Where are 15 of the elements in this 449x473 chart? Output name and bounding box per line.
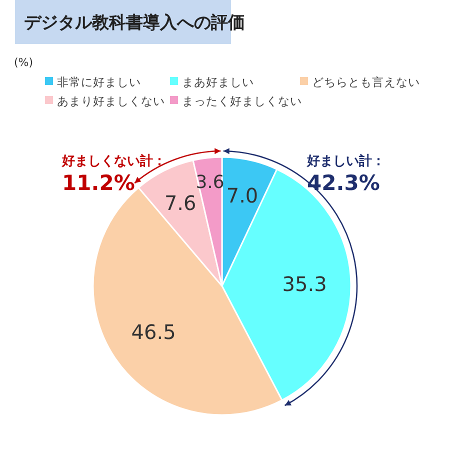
data-label: 35.3 (282, 272, 327, 296)
text: 好ましい計： (306, 153, 385, 169)
legend-item: あまり好ましくない (45, 94, 165, 108)
data-label: 46.5 (131, 320, 176, 344)
data-label: 7.6 (164, 190, 196, 215)
text: 好ましくない計： (61, 153, 166, 169)
legend-item: まあ好ましい (170, 75, 254, 89)
text: 11.2% (62, 171, 135, 195)
title: デジタル教科書導入への評価 (24, 13, 245, 33)
data-label: 7.0 (226, 183, 258, 208)
legend-item: まったく好ましくない (170, 94, 302, 108)
text: 42.3% (307, 171, 380, 195)
legend-item: どちらとも言えない (300, 75, 420, 89)
legend-item: 非常に好ましい (45, 75, 141, 89)
text: (%) (14, 56, 34, 69)
